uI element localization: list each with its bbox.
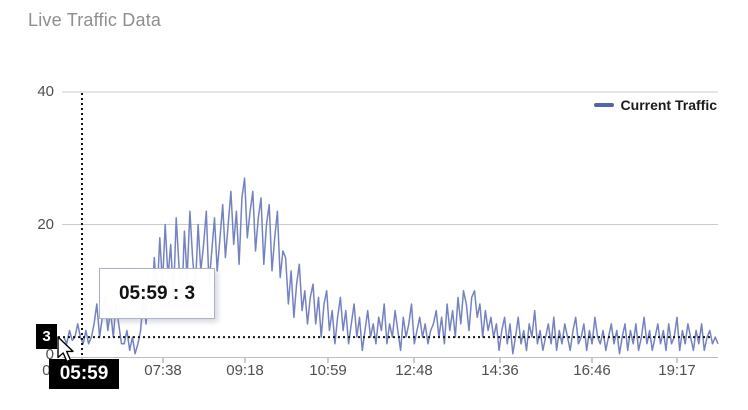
hover-tooltip: 05:59 : 3 <box>99 268 215 319</box>
crosshair-y-value-badge: 3 <box>36 324 57 349</box>
x-axis-label-19-17: 19:17 <box>658 362 696 379</box>
current-traffic-line-series[interactable] <box>63 177 719 355</box>
legend-item-current-traffic[interactable]: Current Traffic <box>593 97 717 113</box>
y-axis-label-20: 20 <box>37 215 54 233</box>
mouse-cursor-icon <box>57 336 74 363</box>
y-axis-label-0: 0 <box>45 346 54 363</box>
x-axis-label-16-46: 16:46 <box>573 362 611 379</box>
x-axis-label-09-18: 09:18 <box>226 362 264 379</box>
chart-title: Live Traffic Data <box>28 10 162 30</box>
x-axis-label-07-38: 07:38 <box>144 362 182 379</box>
legend-label: Current Traffic <box>620 97 717 113</box>
x-axis-label-14-36: 14:36 <box>481 362 519 379</box>
legend-line-swatch <box>593 103 614 107</box>
y-axis-label-40: 40 <box>37 83 54 100</box>
crosshair-x-value-badge: 05:59 <box>49 359 119 389</box>
x-axis-label-10-59: 10:59 <box>309 362 347 379</box>
hover-tooltip-text: 05:59 : 3 <box>118 282 196 304</box>
x-axis-label-12-48: 12:48 <box>395 362 433 379</box>
